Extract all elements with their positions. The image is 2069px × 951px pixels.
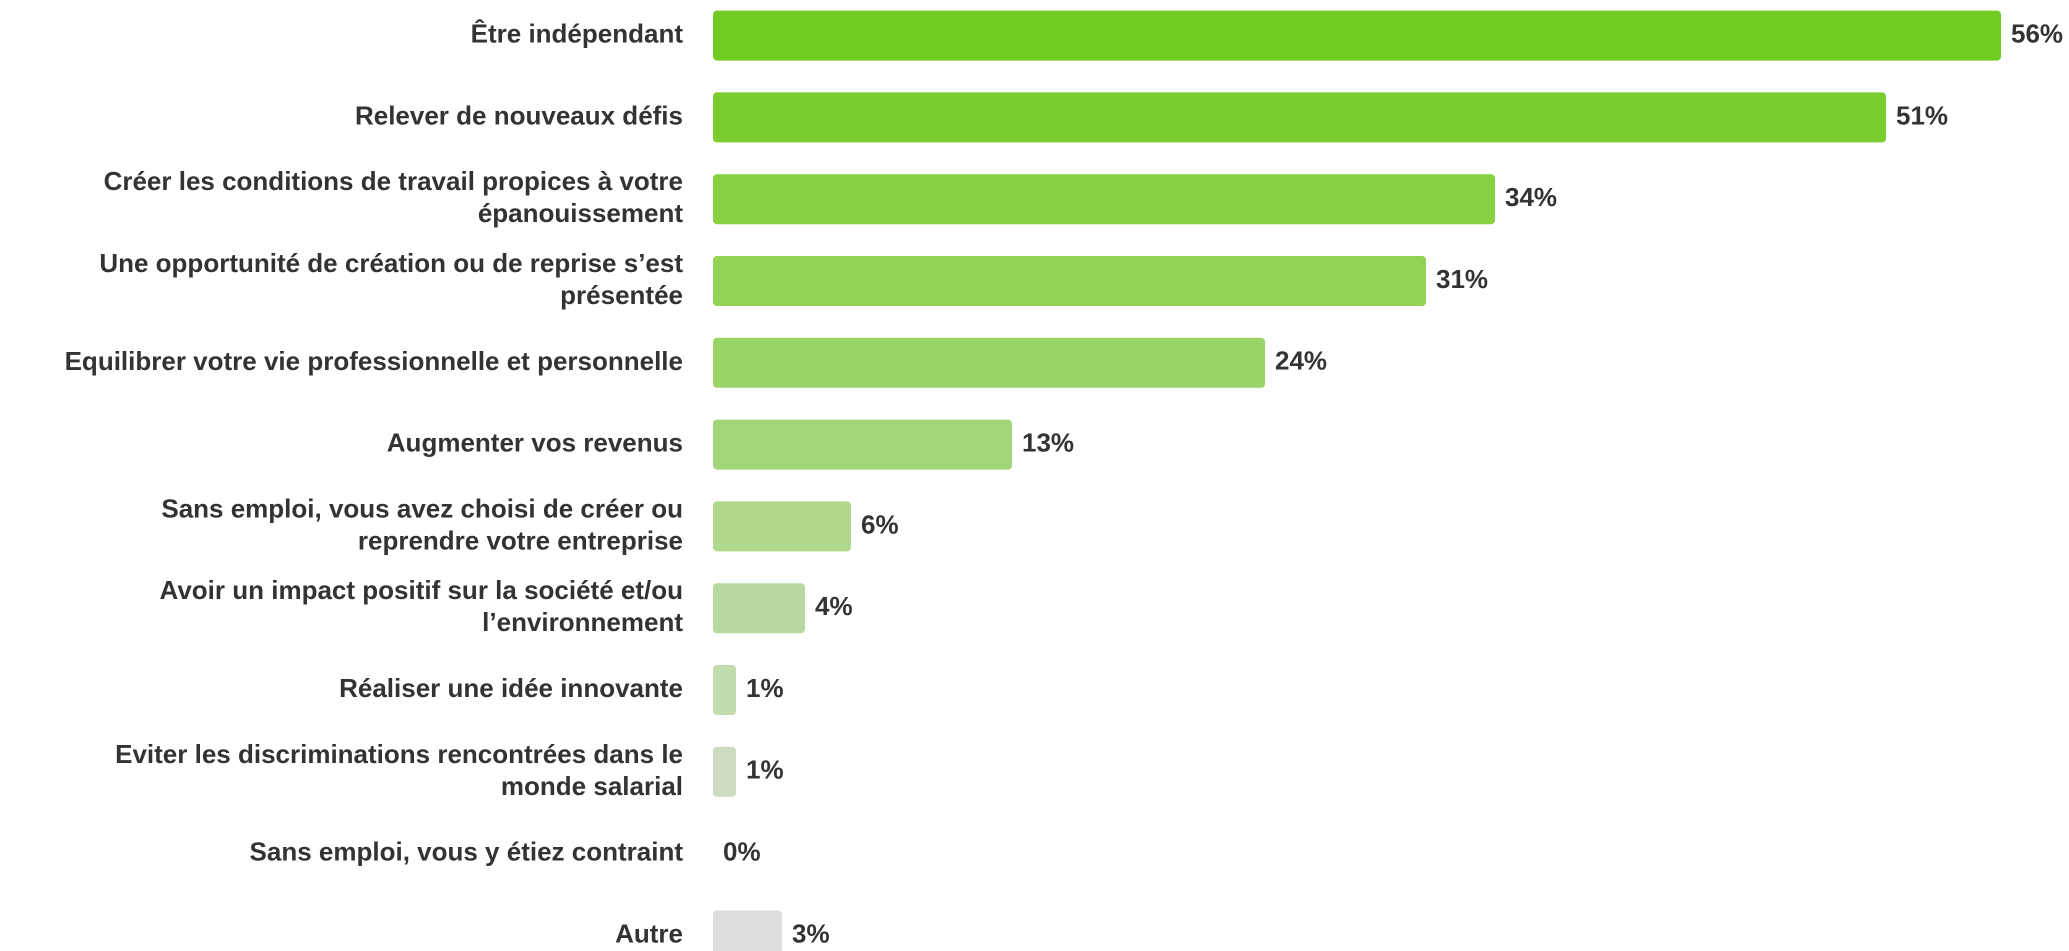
category-label: Eviter les discriminations rencontrées d… xyxy=(115,739,683,801)
category-label: Autre xyxy=(615,918,683,948)
value-label: 24% xyxy=(1275,346,1327,376)
value-label: 56% xyxy=(2011,18,2063,48)
category-label: Sans emploi, vous y étiez contraint xyxy=(250,836,684,866)
bar xyxy=(713,910,782,951)
category-label: Créer les conditions de travail propices… xyxy=(104,166,684,228)
value-label: 34% xyxy=(1505,182,1557,212)
value-label: 13% xyxy=(1022,427,1074,457)
bar xyxy=(713,92,1886,143)
bar xyxy=(713,665,736,715)
bar xyxy=(713,746,736,797)
bar xyxy=(713,583,805,634)
value-label: 1% xyxy=(746,673,784,703)
category-label: Réaliser une idée innovante xyxy=(339,673,683,703)
value-label: 31% xyxy=(1436,264,1488,294)
value-label: 4% xyxy=(815,591,853,621)
bar xyxy=(713,337,1265,388)
value-label: 6% xyxy=(861,509,899,539)
category-label: Relever de nouveaux défis xyxy=(355,100,683,130)
value-label: 1% xyxy=(746,755,784,785)
value-label: 0% xyxy=(723,836,761,866)
value-label: 3% xyxy=(792,918,830,948)
category-label: Augmenter vos revenus xyxy=(387,427,683,457)
bar xyxy=(713,501,851,552)
bar xyxy=(713,174,1495,225)
bar xyxy=(713,419,1012,470)
category-label: Sans emploi, vous avez choisi de créer o… xyxy=(161,493,683,555)
bar xyxy=(713,256,1426,306)
category-label: Une opportunité de création ou de repris… xyxy=(99,248,683,310)
value-label: 51% xyxy=(1896,100,1948,130)
category-label: Avoir un impact positif sur la société e… xyxy=(160,575,684,637)
category-label: Equilibrer votre vie professionnelle et … xyxy=(65,346,683,376)
bar xyxy=(713,10,2001,61)
category-label: Être indépendant xyxy=(471,18,684,48)
